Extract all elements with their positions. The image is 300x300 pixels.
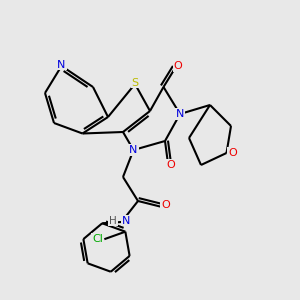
Text: O: O — [161, 200, 170, 211]
Text: N: N — [129, 145, 138, 155]
Text: N: N — [176, 109, 184, 119]
Text: Cl: Cl — [92, 234, 103, 244]
Text: O: O — [228, 148, 237, 158]
Text: N: N — [57, 59, 66, 70]
Text: S: S — [131, 77, 139, 88]
Text: H: H — [109, 215, 117, 226]
Text: N: N — [122, 215, 130, 226]
Text: O: O — [173, 61, 182, 71]
Text: O: O — [167, 160, 176, 170]
